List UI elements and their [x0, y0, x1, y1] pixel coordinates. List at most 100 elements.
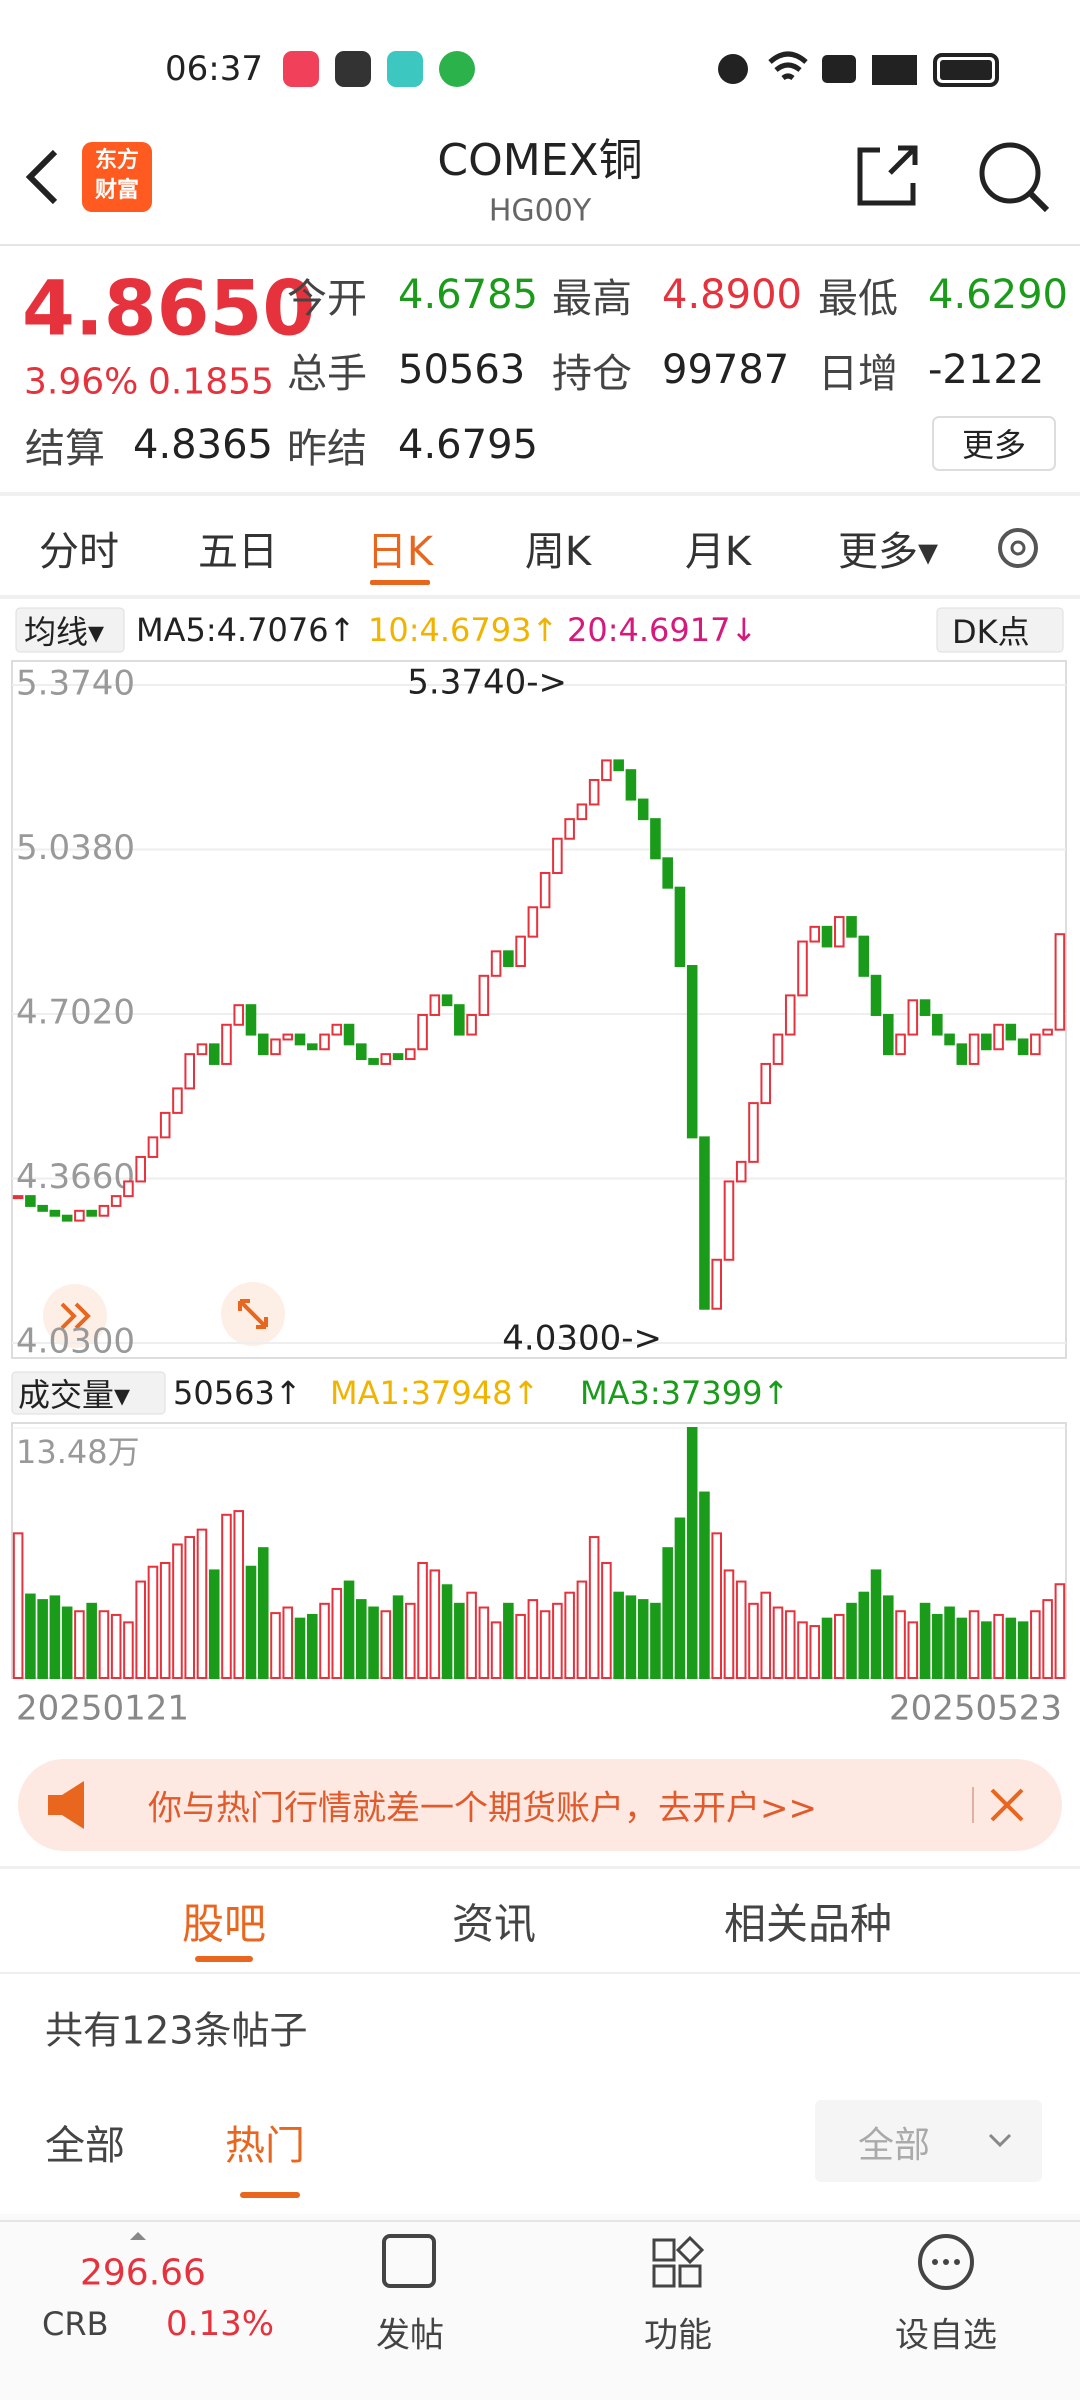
volume-bar [735, 1580, 747, 1679]
candle [86, 1209, 97, 1217]
field-label: 最高 [552, 276, 632, 322]
candle [233, 1004, 245, 1026]
wifi-icon [768, 51, 808, 81]
dropdown-label[interactable]: 全部 [858, 2125, 931, 2166]
more-button[interactable] [932, 416, 1056, 471]
close-banner[interactable] [990, 1788, 1024, 1822]
volume-bar [270, 1612, 281, 1679]
banner[interactable] [18, 1759, 1062, 1851]
banner-text[interactable]: 你与热门行情就差一个期货账户，去开户>> [148, 1788, 817, 1829]
candle [1054, 933, 1066, 1031]
volume-bar [61, 1606, 73, 1680]
period-tab[interactable]: 更多▾ [837, 529, 939, 575]
volume-bar [870, 1569, 882, 1679]
dropdown[interactable] [815, 2100, 1042, 2182]
post-icon[interactable] [382, 2234, 436, 2288]
section-tab[interactable]: 相关品种 [723, 1899, 892, 1949]
candle [208, 1043, 220, 1065]
volume-bar [772, 1606, 784, 1680]
candle [429, 994, 441, 1016]
candle [257, 1033, 269, 1056]
ma5-legend: MA5:4.7076↑ [136, 611, 356, 649]
volume-selector-label[interactable]: 成交量▾ [18, 1376, 131, 1414]
section-tab[interactable]: 股吧 [181, 1899, 266, 1949]
candle [760, 1062, 772, 1105]
function-icon-part [675, 2235, 705, 2265]
function-icon[interactable] [652, 2238, 676, 2262]
candle [650, 818, 661, 860]
volume-bar [478, 1606, 490, 1680]
subtitle: HG00Y [488, 193, 592, 229]
candle [956, 1043, 968, 1065]
candle [723, 1180, 735, 1261]
logo-text: 东方 财富 [82, 146, 152, 206]
expand-arrows [60, 1302, 91, 1330]
candle [784, 994, 796, 1036]
ma3-legend: MA3:37399↑ [580, 1374, 790, 1412]
volume-bar [1054, 1583, 1066, 1679]
search-button[interactable] [979, 142, 1041, 204]
candle [98, 1204, 110, 1217]
candle [147, 1136, 159, 1158]
bottom-item[interactable]: 设自选 [895, 2315, 997, 2356]
candle [466, 1013, 477, 1036]
ma-selector[interactable] [15, 607, 125, 653]
dk-button[interactable] [936, 607, 1064, 653]
candle [110, 1195, 122, 1207]
candle [123, 1180, 134, 1198]
period-tab[interactable]: 五日 [198, 529, 278, 575]
volume-bar [123, 1621, 134, 1680]
candle [809, 925, 821, 943]
candle [919, 999, 931, 1016]
more-button-label[interactable]: 更多 [961, 426, 1026, 464]
candle [870, 974, 882, 1016]
candle [637, 798, 649, 821]
back-button[interactable] [25, 149, 58, 205]
candle [1042, 1028, 1053, 1036]
volume-bar [441, 1584, 453, 1679]
ma-selector-label[interactable]: 均线▾ [24, 613, 105, 651]
app-icon [387, 51, 423, 87]
volume-bar [1005, 1617, 1017, 1680]
x-tick-label: 20250121 [16, 1689, 189, 1729]
watchlist-icon[interactable] [918, 2234, 974, 2290]
y-tick-label: 4.3660 [16, 1157, 135, 1197]
period-tab[interactable]: 分时 [39, 529, 119, 575]
volume-bar [172, 1543, 183, 1680]
volume-bar [944, 1606, 955, 1680]
ma1-legend: MA1:37948↑ [330, 1374, 540, 1412]
candle [503, 950, 514, 968]
candle [907, 999, 919, 1036]
volume-chart-frame [11, 1422, 1067, 1679]
volume-bar [699, 1491, 710, 1679]
period-tab[interactable]: 日K [366, 529, 434, 575]
divider [0, 595, 1080, 599]
bottom-item[interactable]: 功能 [644, 2315, 712, 2356]
candle [405, 1048, 416, 1061]
dot [932, 2259, 938, 2265]
candle [343, 1023, 355, 1046]
section-tab[interactable]: 资讯 [451, 1899, 536, 1949]
volume-bar [760, 1591, 772, 1680]
volume-bar [674, 1517, 686, 1679]
period-tab[interactable]: 周K [524, 529, 592, 575]
candle [686, 965, 698, 1139]
search-handle [1027, 190, 1050, 213]
function-icon-part [652, 2264, 676, 2288]
filter-hot[interactable]: 热门 [225, 2123, 305, 2169]
volume-bar [331, 1587, 343, 1680]
field-value: 4.6785 [398, 272, 538, 318]
settings-button[interactable] [998, 528, 1038, 568]
volume-bar [196, 1528, 208, 1680]
dk-label[interactable]: DK点 [952, 613, 1030, 651]
bottom-item[interactable]: 发帖 [376, 2315, 444, 2356]
volume-bar [86, 1602, 97, 1680]
period-tab[interactable]: 月K [684, 529, 752, 575]
candle [221, 1023, 232, 1065]
volume-selector[interactable] [11, 1371, 166, 1415]
hd-icon [822, 55, 856, 83]
volume-bar [821, 1617, 833, 1680]
filter-all[interactable]: 全部 [45, 2123, 125, 2169]
share-button[interactable] [857, 145, 918, 206]
volume-bar [539, 1610, 551, 1679]
